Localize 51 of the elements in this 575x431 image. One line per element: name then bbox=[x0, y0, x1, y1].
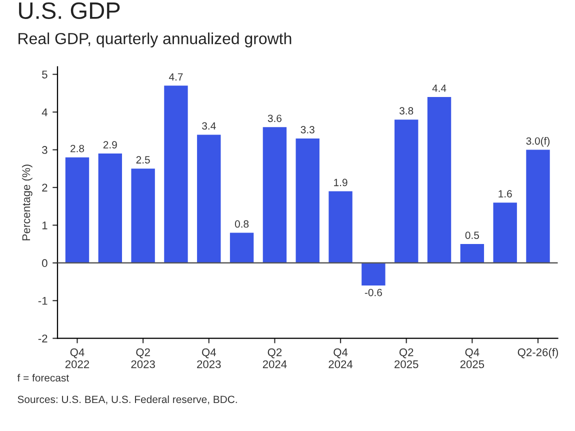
data-label: 4.7 bbox=[168, 73, 183, 80]
bar bbox=[230, 232, 254, 263]
y-tick-label: -1 bbox=[38, 297, 48, 305]
y-tick-label: 1 bbox=[42, 222, 48, 230]
x-tick-label: Q2-26(f) bbox=[518, 348, 558, 358]
data-label: 2.8 bbox=[70, 144, 84, 152]
data-label: 3.3 bbox=[300, 126, 314, 134]
x-tick-label: Q4 2025 bbox=[460, 348, 484, 368]
chart-title: U.S. GDP bbox=[19, 2, 120, 20]
data-label: 1.9 bbox=[334, 178, 348, 186]
y-tick-label: 3 bbox=[42, 146, 48, 154]
chart-subtitle: Real GDP, quarterly annualized growth bbox=[18, 32, 292, 48]
y-tick-label: -2 bbox=[38, 334, 48, 342]
bar bbox=[262, 127, 287, 263]
y-axis-title: Percentage (%) bbox=[22, 164, 32, 240]
bar bbox=[197, 134, 221, 263]
data-label: 0.5 bbox=[465, 232, 479, 239]
x-tick-label: Q2 2023 bbox=[131, 348, 155, 368]
y-tick-label: 5 bbox=[42, 70, 48, 78]
bar bbox=[493, 202, 517, 263]
bar bbox=[65, 157, 90, 263]
x-tick-label: Q2 2025 bbox=[394, 348, 418, 368]
bar bbox=[296, 138, 320, 263]
data-label: 2.5 bbox=[136, 156, 150, 164]
data-label: 3.8 bbox=[400, 107, 414, 115]
y-tick-label: 4 bbox=[42, 108, 48, 116]
data-label: 1.6 bbox=[498, 190, 512, 198]
y-tick-label: 2 bbox=[42, 184, 48, 192]
x-tick-label: Q4 2024 bbox=[328, 348, 353, 368]
bar bbox=[460, 244, 484, 263]
data-label: 0.8 bbox=[234, 220, 249, 228]
x-tick-label: Q2 2024 bbox=[262, 348, 287, 368]
data-label: 3.6 bbox=[268, 114, 282, 122]
data-label: -0.6 bbox=[364, 288, 382, 296]
bar bbox=[131, 168, 155, 263]
bar bbox=[328, 191, 352, 263]
bar bbox=[98, 154, 122, 263]
bar bbox=[164, 86, 188, 263]
y-tick-label: 0 bbox=[42, 259, 48, 268]
data-label: 3.0(f) bbox=[526, 137, 550, 147]
x-tick-label: Q4 2022 bbox=[65, 348, 90, 368]
data-label: 2.9 bbox=[103, 141, 117, 148]
bar bbox=[526, 150, 550, 263]
bar bbox=[427, 96, 452, 263]
bar bbox=[362, 262, 386, 286]
source-note: Sources: U.S. BEA, U.S. Federal reserve, BDC. bbox=[18, 395, 237, 404]
text: f = forecast bbox=[17, 374, 69, 382]
data-label: 3.4 bbox=[202, 122, 216, 130]
x-tick-label: Q4 2023 bbox=[197, 348, 221, 368]
data-label: 4.4 bbox=[432, 84, 446, 92]
bar bbox=[394, 120, 418, 263]
